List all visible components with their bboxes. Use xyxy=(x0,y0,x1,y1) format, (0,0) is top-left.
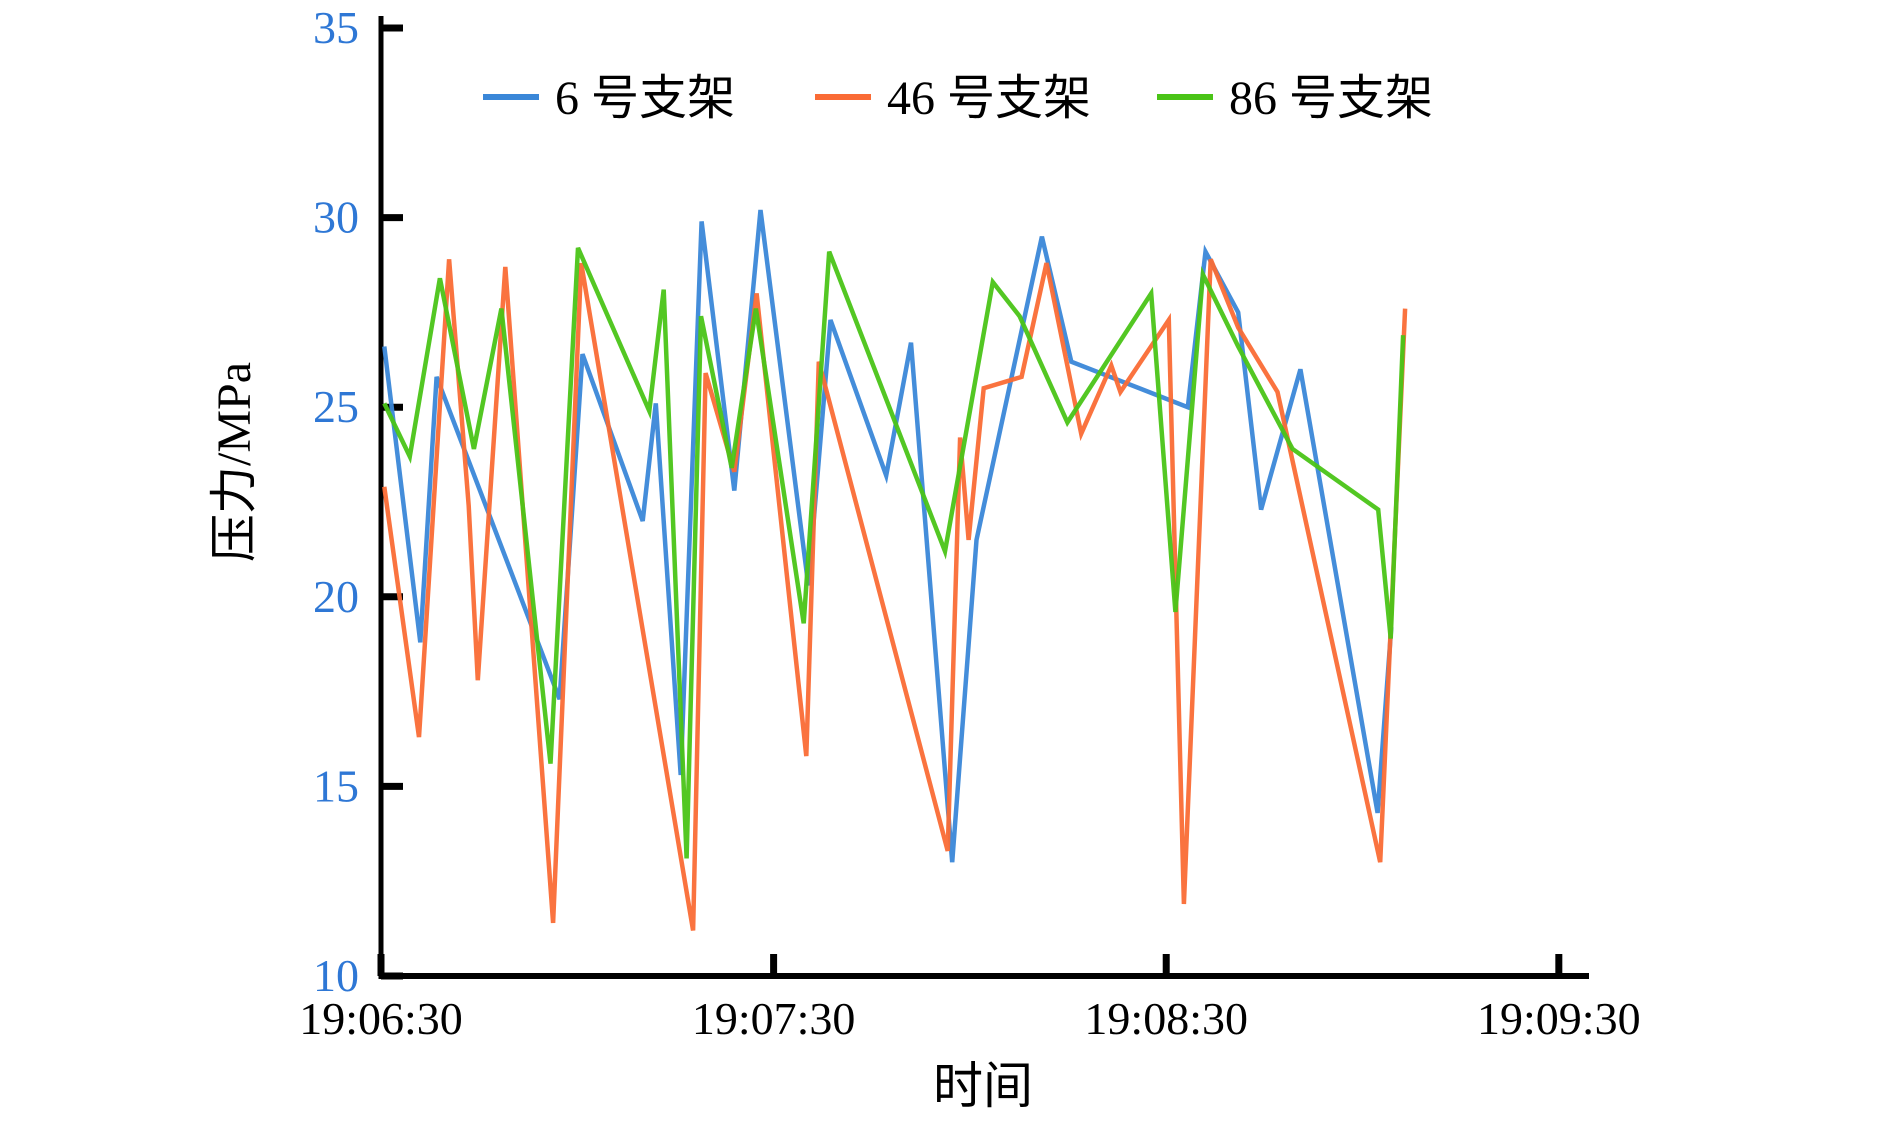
y-tick-label: 25 xyxy=(313,381,359,432)
legend-label: 46 号支架 xyxy=(887,72,1091,125)
x-tick-label: 19:09:30 xyxy=(1477,993,1641,1044)
axes-group: 10 15 20 25 30 35 19:06:30 19:07:30 19:08:30 19:0… xyxy=(299,2,1640,1044)
x-tick-label: 19:07:30 xyxy=(692,993,856,1044)
legend-item: 86 号支架 xyxy=(1157,72,1433,125)
y-tick-label: 30 xyxy=(313,192,359,243)
y-tick-label: 10 xyxy=(313,950,359,1001)
y-tick-label: 35 xyxy=(313,2,359,53)
legend-label: 6 号支架 xyxy=(555,72,735,125)
legend-item: 6 号支架 xyxy=(483,72,735,125)
legend-item: 46 号支架 xyxy=(815,72,1091,125)
series-line-3 xyxy=(382,246,1406,859)
series-line-1 xyxy=(382,209,1394,863)
y-tick-label: 20 xyxy=(313,571,359,622)
x-axis-title: 时间 xyxy=(933,1058,1033,1114)
legend: 6 号支架 46 号支架 86 号支架 xyxy=(483,72,1433,125)
legend-label: 86 号支架 xyxy=(1229,72,1433,125)
x-tick-label: 19:06:30 xyxy=(299,993,463,1044)
series-group xyxy=(382,209,1408,931)
x-tick-label: 19:08:30 xyxy=(1084,993,1248,1044)
y-axis-title: 压力/MPa xyxy=(208,362,261,562)
y-tick-label: 15 xyxy=(313,760,359,811)
series-line-2 xyxy=(382,258,1408,931)
